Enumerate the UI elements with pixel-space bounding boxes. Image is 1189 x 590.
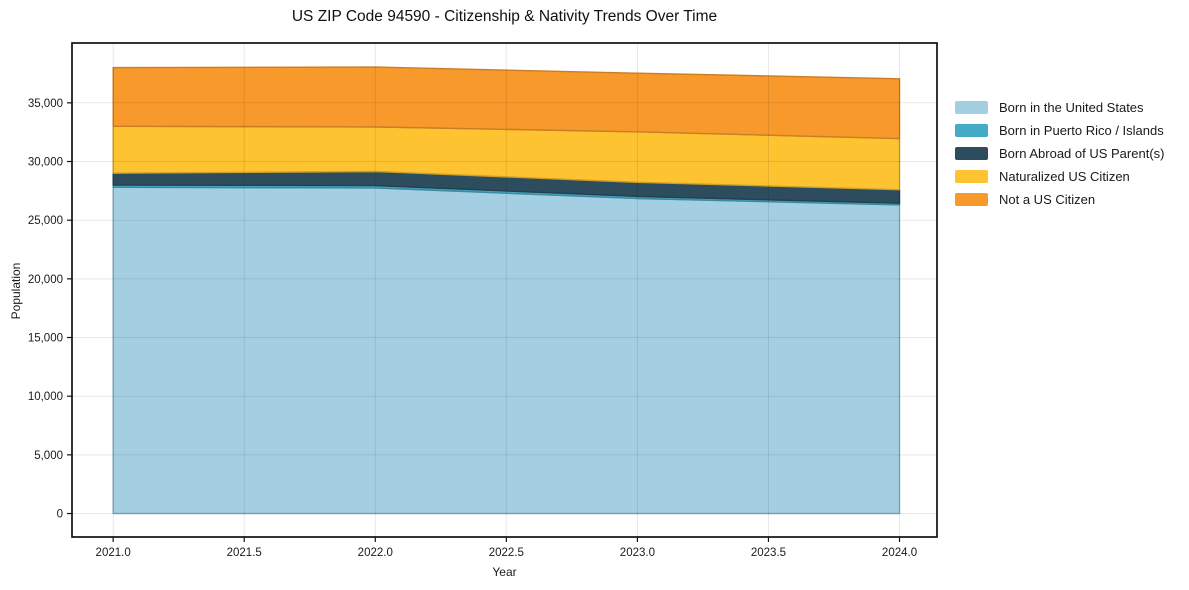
y-tick-label: 30,000: [28, 157, 63, 169]
x-tick-label: 2022.5: [489, 547, 524, 559]
y-tick-label: 10,000: [28, 391, 63, 403]
legend-item-1: Born in Puerto Rico / Islands: [955, 123, 1164, 138]
x-tick-label: 2024.0: [882, 547, 917, 559]
y-tick-label: 20,000: [28, 274, 63, 286]
legend-swatch-icon: [955, 124, 988, 137]
x-tick-label: 2023.5: [751, 547, 786, 559]
legend-swatch-icon: [955, 101, 988, 114]
y-tick-label: 15,000: [28, 333, 63, 345]
grid-lines: [72, 43, 937, 537]
tick-marks: [67, 102, 901, 542]
legend-label: Born in the United States: [999, 100, 1144, 115]
y-tick-label: 0: [57, 509, 63, 521]
legend-item-0: Born in the United States: [955, 100, 1164, 115]
x-axis-label: Year: [492, 565, 517, 579]
x-tick-label: 2022.0: [358, 547, 393, 559]
y-tick-label: 25,000: [28, 215, 63, 227]
y-axis-label: Population: [9, 262, 23, 320]
x-tick-label: 2023.0: [620, 547, 655, 559]
area-series-4: [112, 66, 901, 140]
area-series-group: [112, 66, 901, 515]
legend: Born in the United States Born in Puerto …: [955, 100, 1165, 207]
legend-item-2: Born Abroad of US Parent(s): [955, 146, 1165, 161]
legend-item-4: Not a US Citizen: [955, 192, 1164, 207]
x-tick-label: 2021.5: [227, 547, 262, 559]
legend-label: Naturalized US Citizen: [999, 169, 1130, 184]
axes-box: [71, 42, 938, 538]
legend-swatch-icon: [955, 147, 988, 160]
legend-label: Born in Puerto Rico / Islands: [999, 123, 1164, 138]
legend-swatch-icon: [955, 193, 988, 206]
legend-swatch-icon: [955, 170, 988, 183]
legend-label: Not a US Citizen: [999, 192, 1096, 207]
legend-item-3: Naturalized US Citizen: [955, 169, 1164, 184]
y-tick-label: 35,000: [28, 98, 63, 110]
tick-labels: 0 5,000 10,000 15,000 20,000 25,000 30,000 35,0…: [28, 98, 917, 559]
y-tick-label: 5,000: [34, 450, 63, 462]
legend-label: Born Abroad of US Parent(s): [999, 146, 1165, 161]
chart-title: US ZIP Code 94590 - Citizenship & Nativi…: [291, 8, 718, 25]
x-tick-label: 2021.0: [96, 547, 131, 559]
